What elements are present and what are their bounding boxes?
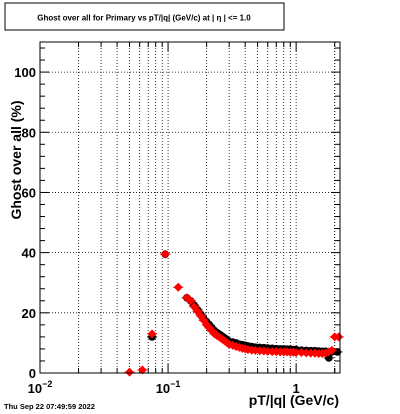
plot-frame [39, 41, 341, 374]
y-tick-label: 80 [22, 125, 36, 140]
data-point [160, 249, 170, 259]
x-tick-labels: 10−2 10−1 1 [28, 379, 300, 396]
x-tick-label: 10−2 [28, 379, 53, 396]
data-point [327, 345, 337, 355]
y-tick-label: 100 [14, 65, 36, 80]
y-tick-label: 0 [29, 366, 36, 381]
series-1 [124, 249, 344, 377]
data-series [124, 249, 344, 377]
data-point [186, 296, 196, 306]
data-point [147, 329, 157, 339]
timestamp: Thu Sep 22 07:49:59 2022 [4, 402, 95, 411]
y-tick-label: 20 [22, 306, 36, 321]
x-tick-label: 10−1 [156, 379, 181, 396]
chart-title: Ghost over all for Primary vs pT/|q| (Ge… [37, 14, 251, 23]
x-tick-label: 1 [293, 381, 300, 396]
y-axis-label: Ghost over all (%) [8, 100, 24, 219]
data-point [125, 367, 135, 377]
y-tick-label: 40 [22, 246, 36, 261]
title-box [4, 2, 285, 31]
data-point [291, 348, 301, 358]
data-point [137, 365, 147, 375]
data-point [334, 332, 344, 342]
x-axis-label: pT/|q| (GeV/c) [249, 392, 339, 408]
data-point [173, 282, 183, 292]
y-tick-labels: 0 20 40 60 80 100 [14, 65, 36, 381]
axis-ticks [39, 42, 340, 374]
y-tick-label: 60 [22, 185, 36, 200]
grid [39, 42, 340, 373]
